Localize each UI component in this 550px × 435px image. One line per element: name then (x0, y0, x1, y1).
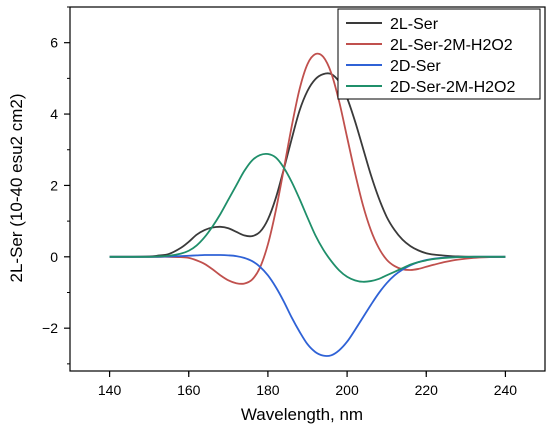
legend-label: 2D-Ser (390, 58, 441, 75)
plot-border (69, 6, 546, 372)
x-tick-label: 160 (177, 382, 201, 398)
x-tick-label: 240 (494, 382, 518, 398)
series-line-1 (109, 72, 506, 258)
x-tick-label: 140 (98, 382, 122, 398)
x-axis-label: Wavelength, nm (241, 405, 363, 424)
series-line-2 (109, 52, 506, 285)
legend: 2L-Ser 2L-Ser-2M-H2O2 2D-Ser 2D-Ser-2M-H2O2 (337, 8, 541, 100)
axes: 140 160 180 200 220 240 −2 0 2 4 6 (42, 6, 518, 398)
legend-label: 2L-Ser-2M-H2O2 (390, 37, 513, 54)
x-tick-label: 180 (256, 382, 280, 398)
y-tick-label: 0 (50, 249, 58, 265)
x-tick-label: 220 (415, 382, 439, 398)
y-tick-label: 6 (50, 35, 58, 51)
legend-label: 2L-Ser (390, 16, 439, 33)
y-tick-label: −2 (42, 320, 58, 336)
plot-frame (69, 6, 546, 372)
y-axis-label: 2L-Ser (10-40 esu2 cm2) (7, 94, 26, 283)
legend-label: 2D-Ser-2M-H2O2 (390, 79, 515, 96)
y-tick-label: 4 (50, 106, 58, 122)
legend-box (337, 8, 541, 100)
y-tick-label: 2 (50, 177, 58, 193)
data-lines (109, 52, 506, 357)
series-line-3 (109, 254, 506, 357)
x-tick-label: 200 (335, 382, 359, 398)
series-line-4 (109, 152, 506, 283)
